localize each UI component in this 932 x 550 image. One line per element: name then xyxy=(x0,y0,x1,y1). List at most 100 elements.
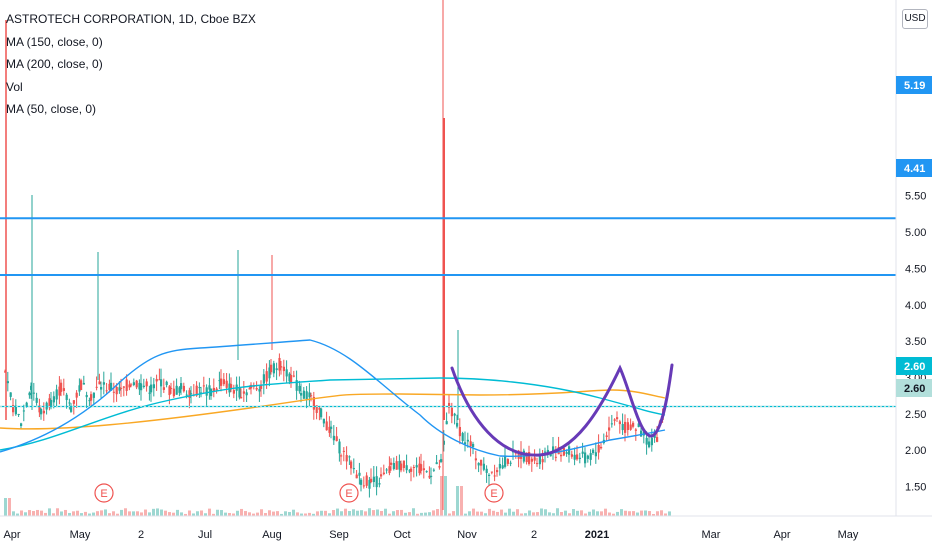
candle-body xyxy=(442,440,445,445)
candle-body xyxy=(552,446,555,452)
candle-body xyxy=(342,450,345,452)
candle-body xyxy=(345,455,348,462)
volume-bar xyxy=(324,510,327,516)
candle-body xyxy=(360,479,363,485)
candle-body xyxy=(525,452,528,463)
candle-body xyxy=(325,421,328,431)
candle-body xyxy=(456,422,459,427)
indicator-ma200[interactable]: MA (200, close, 0) xyxy=(6,57,103,71)
candle-body xyxy=(285,369,288,377)
volume-bar xyxy=(436,509,439,516)
candle-body xyxy=(185,394,188,396)
candle-body xyxy=(212,387,215,392)
earnings-marker-circle xyxy=(484,483,504,503)
volume-bar xyxy=(460,486,463,516)
price-label[interactable]: 2.60 xyxy=(896,357,932,375)
candle-body xyxy=(128,384,131,388)
price-label[interactable]: 4.41 xyxy=(896,159,932,177)
volume-bar xyxy=(220,510,223,516)
volume-bar xyxy=(228,512,231,516)
candle-body xyxy=(78,385,81,392)
candle-body xyxy=(530,458,533,462)
price-label-box xyxy=(896,379,932,397)
volume-bar xyxy=(416,513,419,516)
candle-body xyxy=(188,390,191,398)
candle-body xyxy=(140,383,143,391)
earnings-marker[interactable]: E xyxy=(94,483,114,503)
volume-bar xyxy=(648,511,651,516)
volume-bar xyxy=(584,513,587,516)
indicator-ma150[interactable]: MA (150, close, 0) xyxy=(6,34,103,49)
candle-body xyxy=(130,384,133,386)
volume-bar xyxy=(292,509,295,516)
volume-bar xyxy=(400,509,403,516)
chart-title: ASTROTECH CORPORATION, 1D, Cboe BZX xyxy=(6,12,256,26)
volume-bar xyxy=(116,513,119,516)
candle-body xyxy=(60,382,63,392)
candle-body xyxy=(328,426,331,433)
candle-body xyxy=(135,380,138,388)
volume-bar xyxy=(40,510,43,516)
candle-body xyxy=(352,468,355,470)
volume-bar xyxy=(72,511,75,516)
chart-legend: ASTROTECH CORPORATION, 1D, Cboe BZX MA (… xyxy=(6,8,256,121)
volume-bar xyxy=(320,510,323,516)
x-tick-label: 2021 xyxy=(585,529,609,541)
price-label-box xyxy=(896,76,932,94)
candle-body xyxy=(448,402,451,408)
candle-body xyxy=(320,408,323,418)
candle-body xyxy=(430,475,433,478)
candle-body xyxy=(162,387,165,390)
volume-bar xyxy=(404,512,407,516)
candle-body xyxy=(12,405,15,413)
candle-body xyxy=(504,456,507,467)
indicator-vol[interactable]: Vol xyxy=(6,79,23,94)
y-tick-label: 4.50 xyxy=(905,263,926,275)
candle-body xyxy=(576,454,579,460)
candle-body xyxy=(517,450,520,459)
candle-body xyxy=(175,385,178,395)
earnings-marker-circle xyxy=(339,483,359,503)
volume-bar xyxy=(256,512,259,516)
indicator-ma50[interactable]: MA (50, close, 0) xyxy=(6,102,97,116)
candle-body xyxy=(650,437,653,446)
earnings-marker[interactable]: E xyxy=(484,483,504,503)
candle-body xyxy=(108,383,111,390)
volume-bar xyxy=(204,513,207,516)
candle-body xyxy=(302,390,305,399)
candle-body xyxy=(172,388,175,397)
volume-bar xyxy=(396,510,399,516)
volume-bar xyxy=(132,511,135,516)
volume-bar xyxy=(12,511,15,516)
candle-body xyxy=(168,386,171,396)
cup-handle-curve[interactable] xyxy=(450,363,674,457)
candle-body xyxy=(115,386,118,395)
volume-bar xyxy=(508,508,511,516)
volume-bar xyxy=(496,511,499,516)
candle-body xyxy=(258,389,261,392)
x-tick-label: 2 xyxy=(531,529,537,541)
volume-bar xyxy=(560,511,563,516)
price-label[interactable]: 5.19 xyxy=(896,76,932,94)
volume-bar xyxy=(280,513,283,516)
earnings-marker-label: E xyxy=(490,488,497,500)
candle-body xyxy=(400,463,403,471)
volume-bar xyxy=(36,509,39,516)
volume-bar xyxy=(488,508,491,516)
candle-body xyxy=(362,485,365,487)
earnings-marker[interactable]: E xyxy=(339,483,359,503)
volume-bar xyxy=(616,511,619,516)
price-label[interactable]: 2.60 xyxy=(896,379,932,397)
candle-body xyxy=(315,405,318,413)
volume-bar xyxy=(284,511,287,516)
x-tick-label: Apr xyxy=(3,529,20,541)
candle-body xyxy=(581,451,584,454)
volume-bar xyxy=(136,511,139,516)
x-tick-label: Oct xyxy=(393,529,410,541)
candle-body xyxy=(453,413,456,416)
candle-body xyxy=(110,382,113,391)
currency-button[interactable]: USD xyxy=(902,9,928,29)
candle-body xyxy=(385,469,388,471)
